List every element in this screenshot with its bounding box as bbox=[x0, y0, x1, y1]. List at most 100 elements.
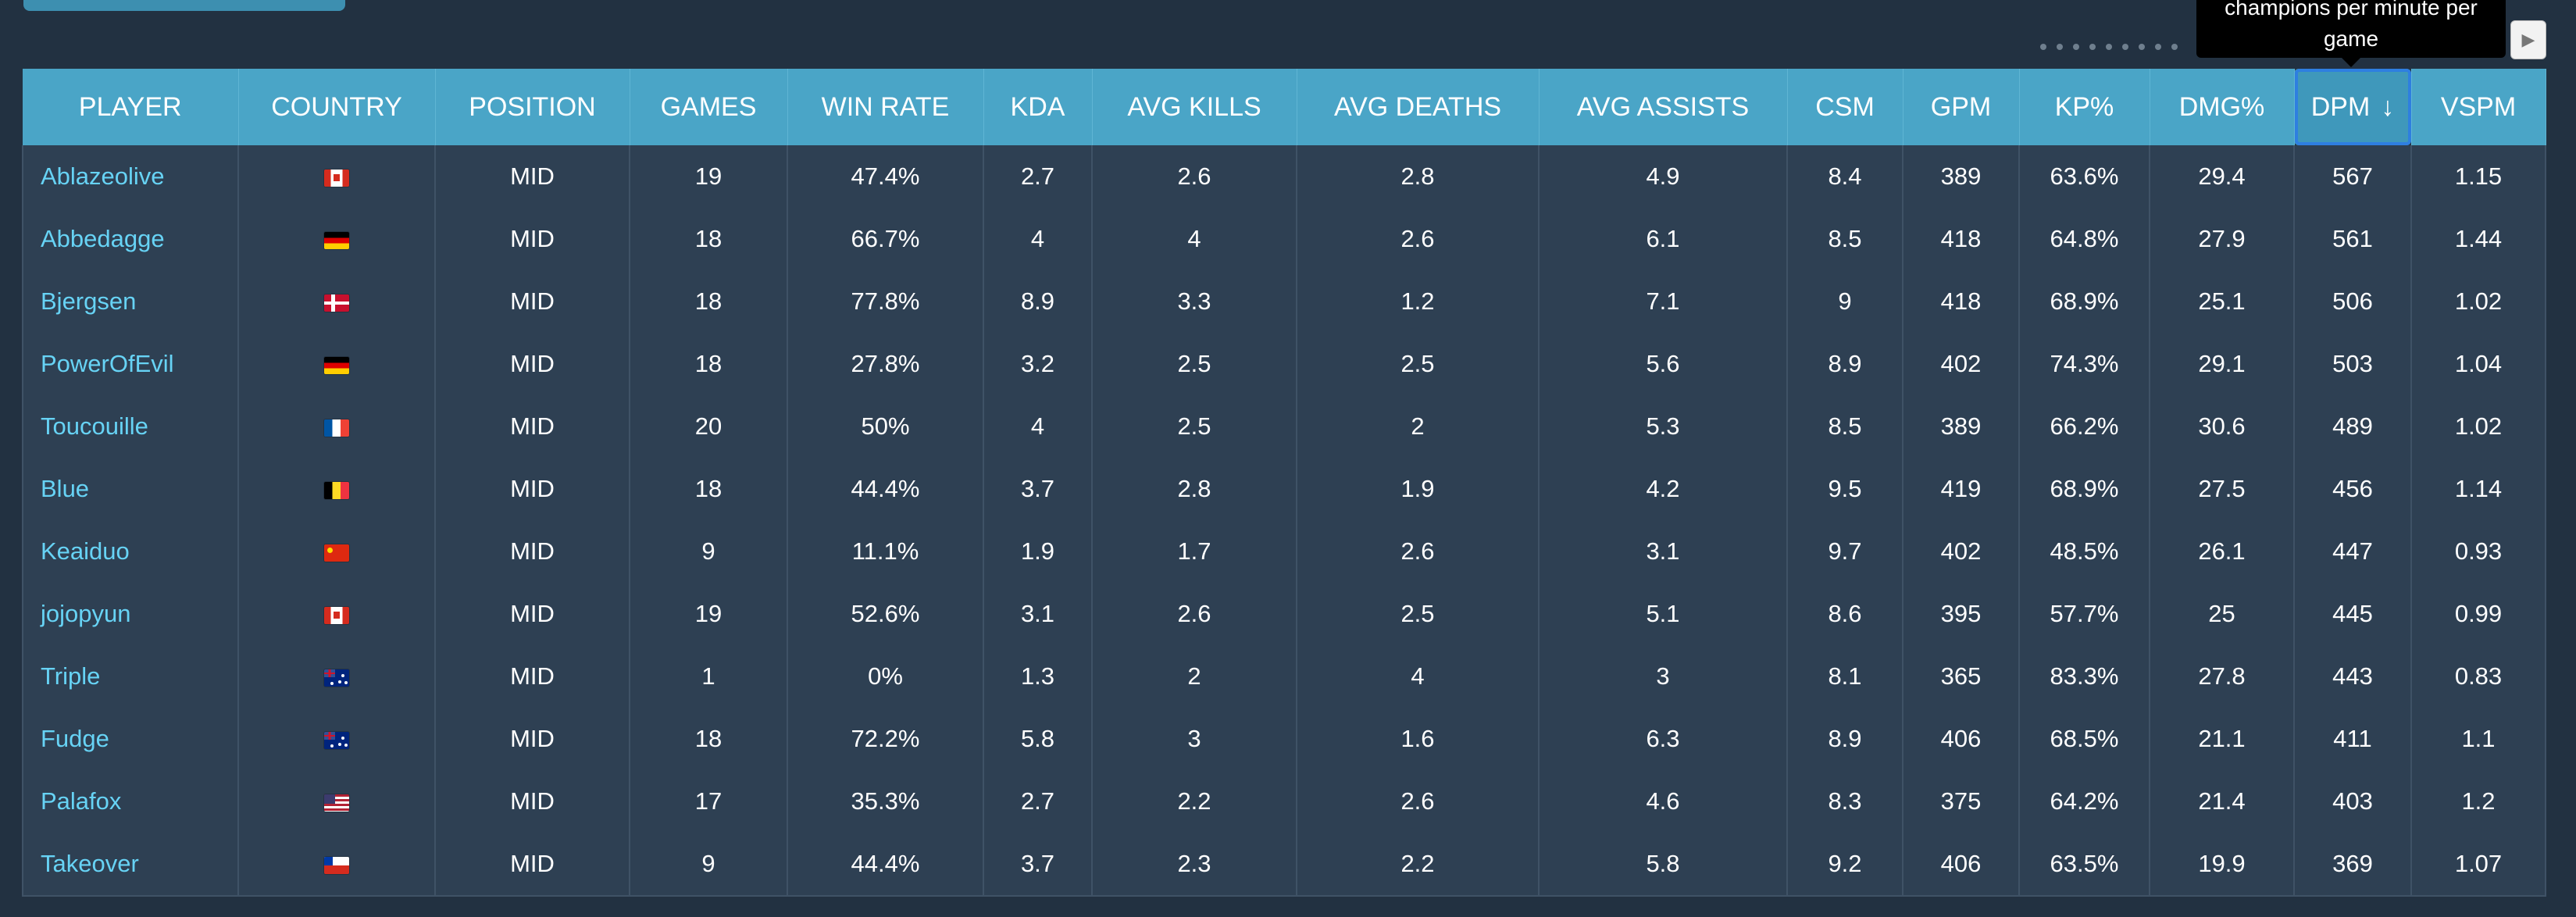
player-cell: Abbedagge bbox=[22, 208, 239, 270]
kp-cell: 63.6% bbox=[2019, 145, 2150, 208]
column-header-vspm[interactable]: VSPM bbox=[2411, 69, 2546, 145]
player-link[interactable]: Ablazeolive bbox=[41, 162, 165, 190]
games-cell: 18 bbox=[630, 208, 788, 270]
column-header-dmg[interactable]: DMG% bbox=[2150, 69, 2295, 145]
position-cell: MID bbox=[435, 270, 630, 333]
player-link[interactable]: jojopyun bbox=[41, 600, 131, 627]
column-header-avg-assists[interactable]: AVG ASSISTS bbox=[1539, 69, 1788, 145]
avg-kills-cell: 1.7 bbox=[1092, 520, 1297, 583]
column-header-avg-kills[interactable]: AVG KILLS bbox=[1092, 69, 1297, 145]
player-link[interactable]: Fudge bbox=[41, 725, 109, 752]
avg-kills-cell: 2.2 bbox=[1092, 770, 1297, 833]
gpm-cell: 389 bbox=[1903, 145, 2020, 208]
scroll-right-button[interactable]: ▶ bbox=[2510, 20, 2546, 59]
dpm-cell: 503 bbox=[2294, 333, 2412, 395]
games-cell: 20 bbox=[630, 395, 788, 458]
dmg-cell: 29.1 bbox=[2150, 333, 2295, 395]
vspm-cell: 1.2 bbox=[2411, 770, 2546, 833]
country-flag-icon bbox=[324, 606, 349, 624]
column-header-player[interactable]: PLAYER bbox=[23, 69, 239, 145]
player-link[interactable]: Keaiduo bbox=[41, 537, 130, 565]
player-link[interactable]: Abbedagge bbox=[41, 225, 165, 252]
avg-assists-cell: 6.3 bbox=[1539, 708, 1788, 770]
vspm-cell: 1.04 bbox=[2411, 333, 2546, 395]
column-header-country[interactable]: COUNTRY bbox=[238, 69, 436, 145]
dmg-cell: 25 bbox=[2150, 583, 2295, 645]
avg-deaths-cell: 2.6 bbox=[1297, 770, 1540, 833]
vspm-cell: 1.44 bbox=[2411, 208, 2546, 270]
avg-assists-cell: 5.3 bbox=[1539, 395, 1788, 458]
country-flag-icon bbox=[324, 794, 349, 812]
table-row: Fudge MID 18 72.2% 5.8 3 1.6 6.3 8.9 406 68.5% 21.1… bbox=[22, 708, 2546, 770]
gpm-cell: 419 bbox=[1903, 458, 2020, 520]
csm-cell: 8.5 bbox=[1787, 395, 1903, 458]
column-header-gpm[interactable]: GPM bbox=[1903, 69, 2020, 145]
country-cell bbox=[238, 770, 436, 833]
csm-cell: 8.5 bbox=[1787, 208, 1903, 270]
csm-cell: 9.7 bbox=[1787, 520, 1903, 583]
kp-cell: 64.8% bbox=[2019, 208, 2150, 270]
gpm-cell: 395 bbox=[1903, 583, 2020, 645]
column-header-position[interactable]: POSITION bbox=[435, 69, 630, 145]
kda-cell: 4 bbox=[983, 395, 1093, 458]
dpm-cell: 489 bbox=[2294, 395, 2412, 458]
table-row: Triple MID 1 0% 1.3 2 4 3 8.1 365 83.3% 27.8 443 0.83 bbox=[22, 645, 2546, 708]
column-header-games[interactable]: GAMES bbox=[630, 69, 788, 145]
player-cell: Toucouille bbox=[22, 395, 239, 458]
csm-cell: 8.1 bbox=[1787, 645, 1903, 708]
column-header-csm[interactable]: CSM bbox=[1787, 69, 1903, 145]
dpm-cell: 567 bbox=[2294, 145, 2412, 208]
table-row: Blue MID 18 44.4% 3.7 2.8 1.9 4.2 9.5 419 68.9% 27.… bbox=[22, 458, 2546, 520]
country-cell bbox=[238, 645, 436, 708]
table-row: Keaiduo MID 9 11.1% 1.9 1.7 2.6 3.1 9.7 402 48.5% 2… bbox=[22, 520, 2546, 583]
position-cell: MID bbox=[435, 645, 630, 708]
csm-cell: 8.3 bbox=[1787, 770, 1903, 833]
kda-cell: 1.3 bbox=[983, 645, 1093, 708]
column-header-dpm[interactable]: DPM ↓ bbox=[2294, 69, 2412, 145]
country-flag-icon bbox=[324, 856, 349, 874]
avg-deaths-cell: 1.9 bbox=[1297, 458, 1540, 520]
games-cell: 19 bbox=[630, 145, 788, 208]
player-link[interactable]: Triple bbox=[41, 662, 101, 690]
player-link[interactable]: Palafox bbox=[41, 787, 122, 815]
column-header-win-rate[interactable]: WIN RATE bbox=[787, 69, 984, 145]
player-cell: Keaiduo bbox=[22, 520, 239, 583]
position-cell: MID bbox=[435, 458, 630, 520]
position-cell: MID bbox=[435, 145, 630, 208]
win-rate-cell: 52.6% bbox=[787, 583, 984, 645]
player-link[interactable]: Bjergsen bbox=[41, 287, 137, 315]
player-link[interactable]: PowerOfEvil bbox=[41, 350, 174, 377]
player-link[interactable]: Takeover bbox=[41, 850, 139, 877]
country-flag-icon bbox=[324, 731, 349, 749]
column-header-kda[interactable]: KDA bbox=[983, 69, 1093, 145]
avg-deaths-cell: 2.6 bbox=[1297, 520, 1540, 583]
dpm-cell: 369 bbox=[2294, 833, 2412, 897]
player-link[interactable]: Blue bbox=[41, 475, 90, 502]
table-row: Ablazeolive MID 19 47.4% 2.7 2.6 2.8 4.9 8.4 389 6… bbox=[22, 145, 2546, 208]
column-header-avg-deaths[interactable]: AVG DEATHS bbox=[1297, 69, 1540, 145]
vspm-cell: 0.93 bbox=[2411, 520, 2546, 583]
csm-cell: 8.9 bbox=[1787, 333, 1903, 395]
vspm-cell: 1.14 bbox=[2411, 458, 2546, 520]
position-cell: MID bbox=[435, 833, 630, 897]
vspm-cell: 0.99 bbox=[2411, 583, 2546, 645]
dmg-cell: 30.6 bbox=[2150, 395, 2295, 458]
column-tooltip: champions per minute per game bbox=[2196, 0, 2506, 67]
top-action-button[interactable] bbox=[23, 0, 345, 11]
kda-cell: 3.1 bbox=[983, 583, 1093, 645]
country-flag-icon bbox=[324, 419, 349, 437]
avg-assists-cell: 3.1 bbox=[1539, 520, 1788, 583]
avg-assists-cell: 7.1 bbox=[1539, 270, 1788, 333]
player-cell: PowerOfEvil bbox=[22, 333, 239, 395]
gpm-cell: 402 bbox=[1903, 333, 2020, 395]
player-link[interactable]: Toucouille bbox=[41, 412, 148, 440]
vspm-cell: 1.07 bbox=[2411, 833, 2546, 897]
avg-assists-cell: 6.1 bbox=[1539, 208, 1788, 270]
table-row: Palafox MID 17 35.3% 2.7 2.2 2.6 4.6 8.3 375 64.2%… bbox=[22, 770, 2546, 833]
avg-kills-cell: 2.5 bbox=[1092, 333, 1297, 395]
column-header-kp[interactable]: KP% bbox=[2019, 69, 2150, 145]
country-cell bbox=[238, 583, 436, 645]
win-rate-cell: 44.4% bbox=[787, 833, 984, 897]
country-flag-icon bbox=[324, 169, 349, 187]
dmg-cell: 27.5 bbox=[2150, 458, 2295, 520]
